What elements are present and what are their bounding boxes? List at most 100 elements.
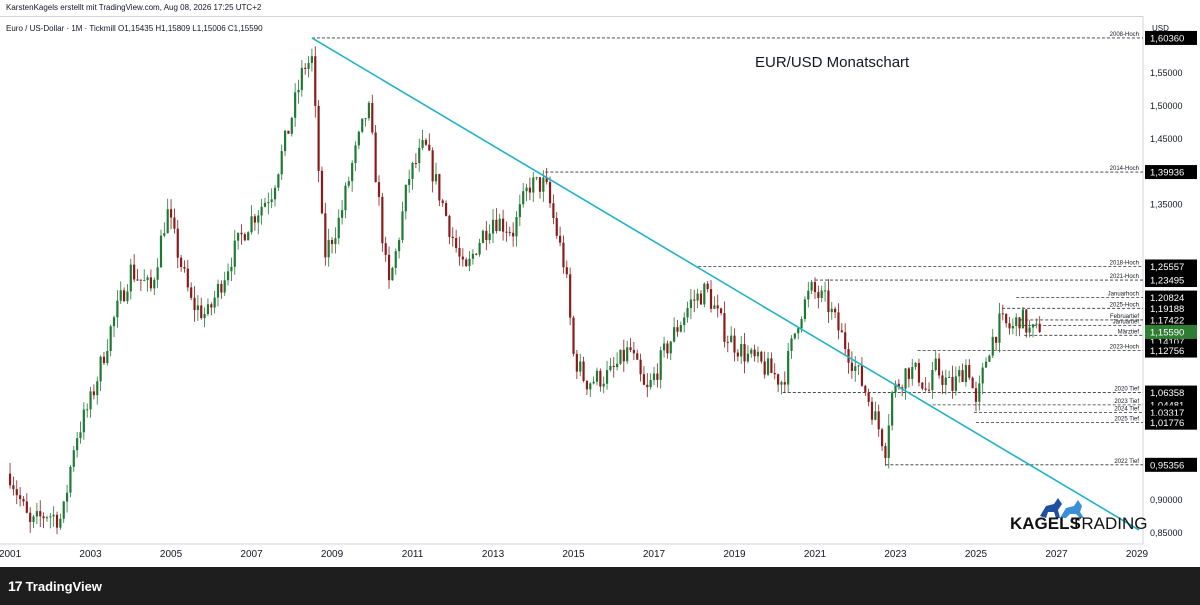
candle-body-73 [253,216,256,223]
level-labels-group: 2008-Hoch 2014-Hoch 2018-Hoch 2021-Hoch Janu… [1108,32,1140,465]
candle-body-201 [683,317,686,326]
candle-body-283 [958,370,961,377]
candle-body-46 [163,233,166,236]
candle-body-149 [508,232,511,234]
candle-body-224 [760,351,763,362]
candle-body-284 [961,370,964,383]
candle-body-50 [176,228,179,258]
candle-body-20 [76,438,79,451]
candle-body-244 [827,290,830,313]
candle-body-35 [126,291,129,302]
candle-body-238 [807,290,810,300]
candle-body-100 [344,185,347,211]
candle-body-169 [575,353,578,372]
candle-body-214 [726,341,729,343]
candle-body-126 [431,150,434,182]
level-label-11: 2023 Tief [1114,399,1139,405]
x-tick-2: 2005 [160,549,183,560]
candle-body-24 [89,391,92,410]
candle-body-120 [411,162,414,179]
level-label-5: 2025-Hoch [1110,302,1139,308]
candle-body-57 [200,305,203,319]
candle-body-108 [371,102,374,133]
candle-body-213 [723,313,726,342]
level-label-3: 2021-Hoch [1110,274,1139,280]
y-label-box-6 [1145,312,1197,327]
candle-body-79 [273,187,277,200]
candle-body-194 [659,350,662,380]
candle-body-58 [203,313,206,319]
candle-body-5 [25,501,28,513]
candle-body-268 [907,368,910,379]
candle-body-40 [143,280,146,282]
y-label-text-13: 1,01776 [1150,418,1184,429]
candle-body-190 [646,384,649,388]
candle-body-26 [96,381,99,396]
candle-body-298 [1008,323,1011,329]
level-label-4: Januarhoch [1108,292,1139,298]
y-tick-1: 1,50000 [1150,101,1183,111]
candle-body-188 [639,359,642,375]
candle-body-82 [283,130,287,152]
candle-body-305 [1031,324,1035,328]
candle-body-2 [15,489,18,496]
candle-body-236 [800,319,803,329]
candle-body-21 [79,432,82,439]
candle-body-148 [505,231,508,233]
candle-body-232 [787,350,790,385]
candle-body-256 [867,392,870,402]
candle-body-78 [270,199,273,203]
candle-body-261 [884,446,887,458]
candle-body-230 [780,382,783,385]
y-label-text-1: 1,39936 [1150,168,1184,179]
candle-body-246 [834,308,837,313]
candle-body-111 [381,196,384,244]
y-label-text-8: 1,14107 [1150,337,1184,348]
candle-body-187 [636,353,639,360]
trendline[interactable] [311,37,1140,531]
candle-body-36 [129,264,132,292]
candle-body-165 [562,242,565,268]
candle-body-110 [377,182,381,197]
candle-body-16 [62,501,65,519]
level-label-6: Februartief [1110,314,1139,320]
candle-body-231 [783,382,786,385]
candle-body-25 [92,391,95,396]
candle-body-251 [850,362,853,371]
candle-body-92 [317,105,320,171]
candle-body-8 [35,511,38,517]
candle-body-226 [766,358,770,375]
candle-body-222 [753,349,756,357]
candle-body-259 [877,411,880,430]
candle-body-112 [384,243,387,255]
candle-body-221 [750,349,753,354]
candle-body-177 [602,383,605,387]
current-price-label: 1,15590 [1150,327,1184,338]
level-label-13: 2025 Tief [1114,417,1139,423]
chart-title: EUR/USD Monatschart [755,54,910,71]
candle-body-216 [733,335,736,353]
candle-body-103 [354,145,357,164]
candle-body-156 [532,177,535,193]
candle-body-76 [263,202,267,207]
candle-body-127 [434,174,438,182]
level-label-0: 2008-Hoch [1110,32,1139,38]
candle-body-18 [69,466,72,493]
tradingview-logo[interactable]: 17 TradingView [8,578,102,594]
x-tick-8: 2017 [643,549,666,560]
candle-body-264 [894,383,897,393]
candle-body-63 [220,283,223,293]
candle-body-90 [310,56,314,63]
level-label-14: 2022 Tief [1114,459,1139,465]
candle-body-258 [874,411,877,420]
y-label-text-10: 1,06358 [1150,388,1184,399]
candle-body-198 [673,327,676,342]
candle-body-39 [139,279,142,281]
candle-body-240 [813,282,817,293]
candle-body-265 [897,383,900,388]
candle-body-262 [887,425,890,458]
candle-body-205 [696,293,699,301]
x-tick-14: 2029 [1126,549,1149,560]
candle-body-271 [917,362,921,383]
price-chart[interactable]: Euro / US-Dollar · 1M · Tickmill O1,1543… [0,16,1200,567]
